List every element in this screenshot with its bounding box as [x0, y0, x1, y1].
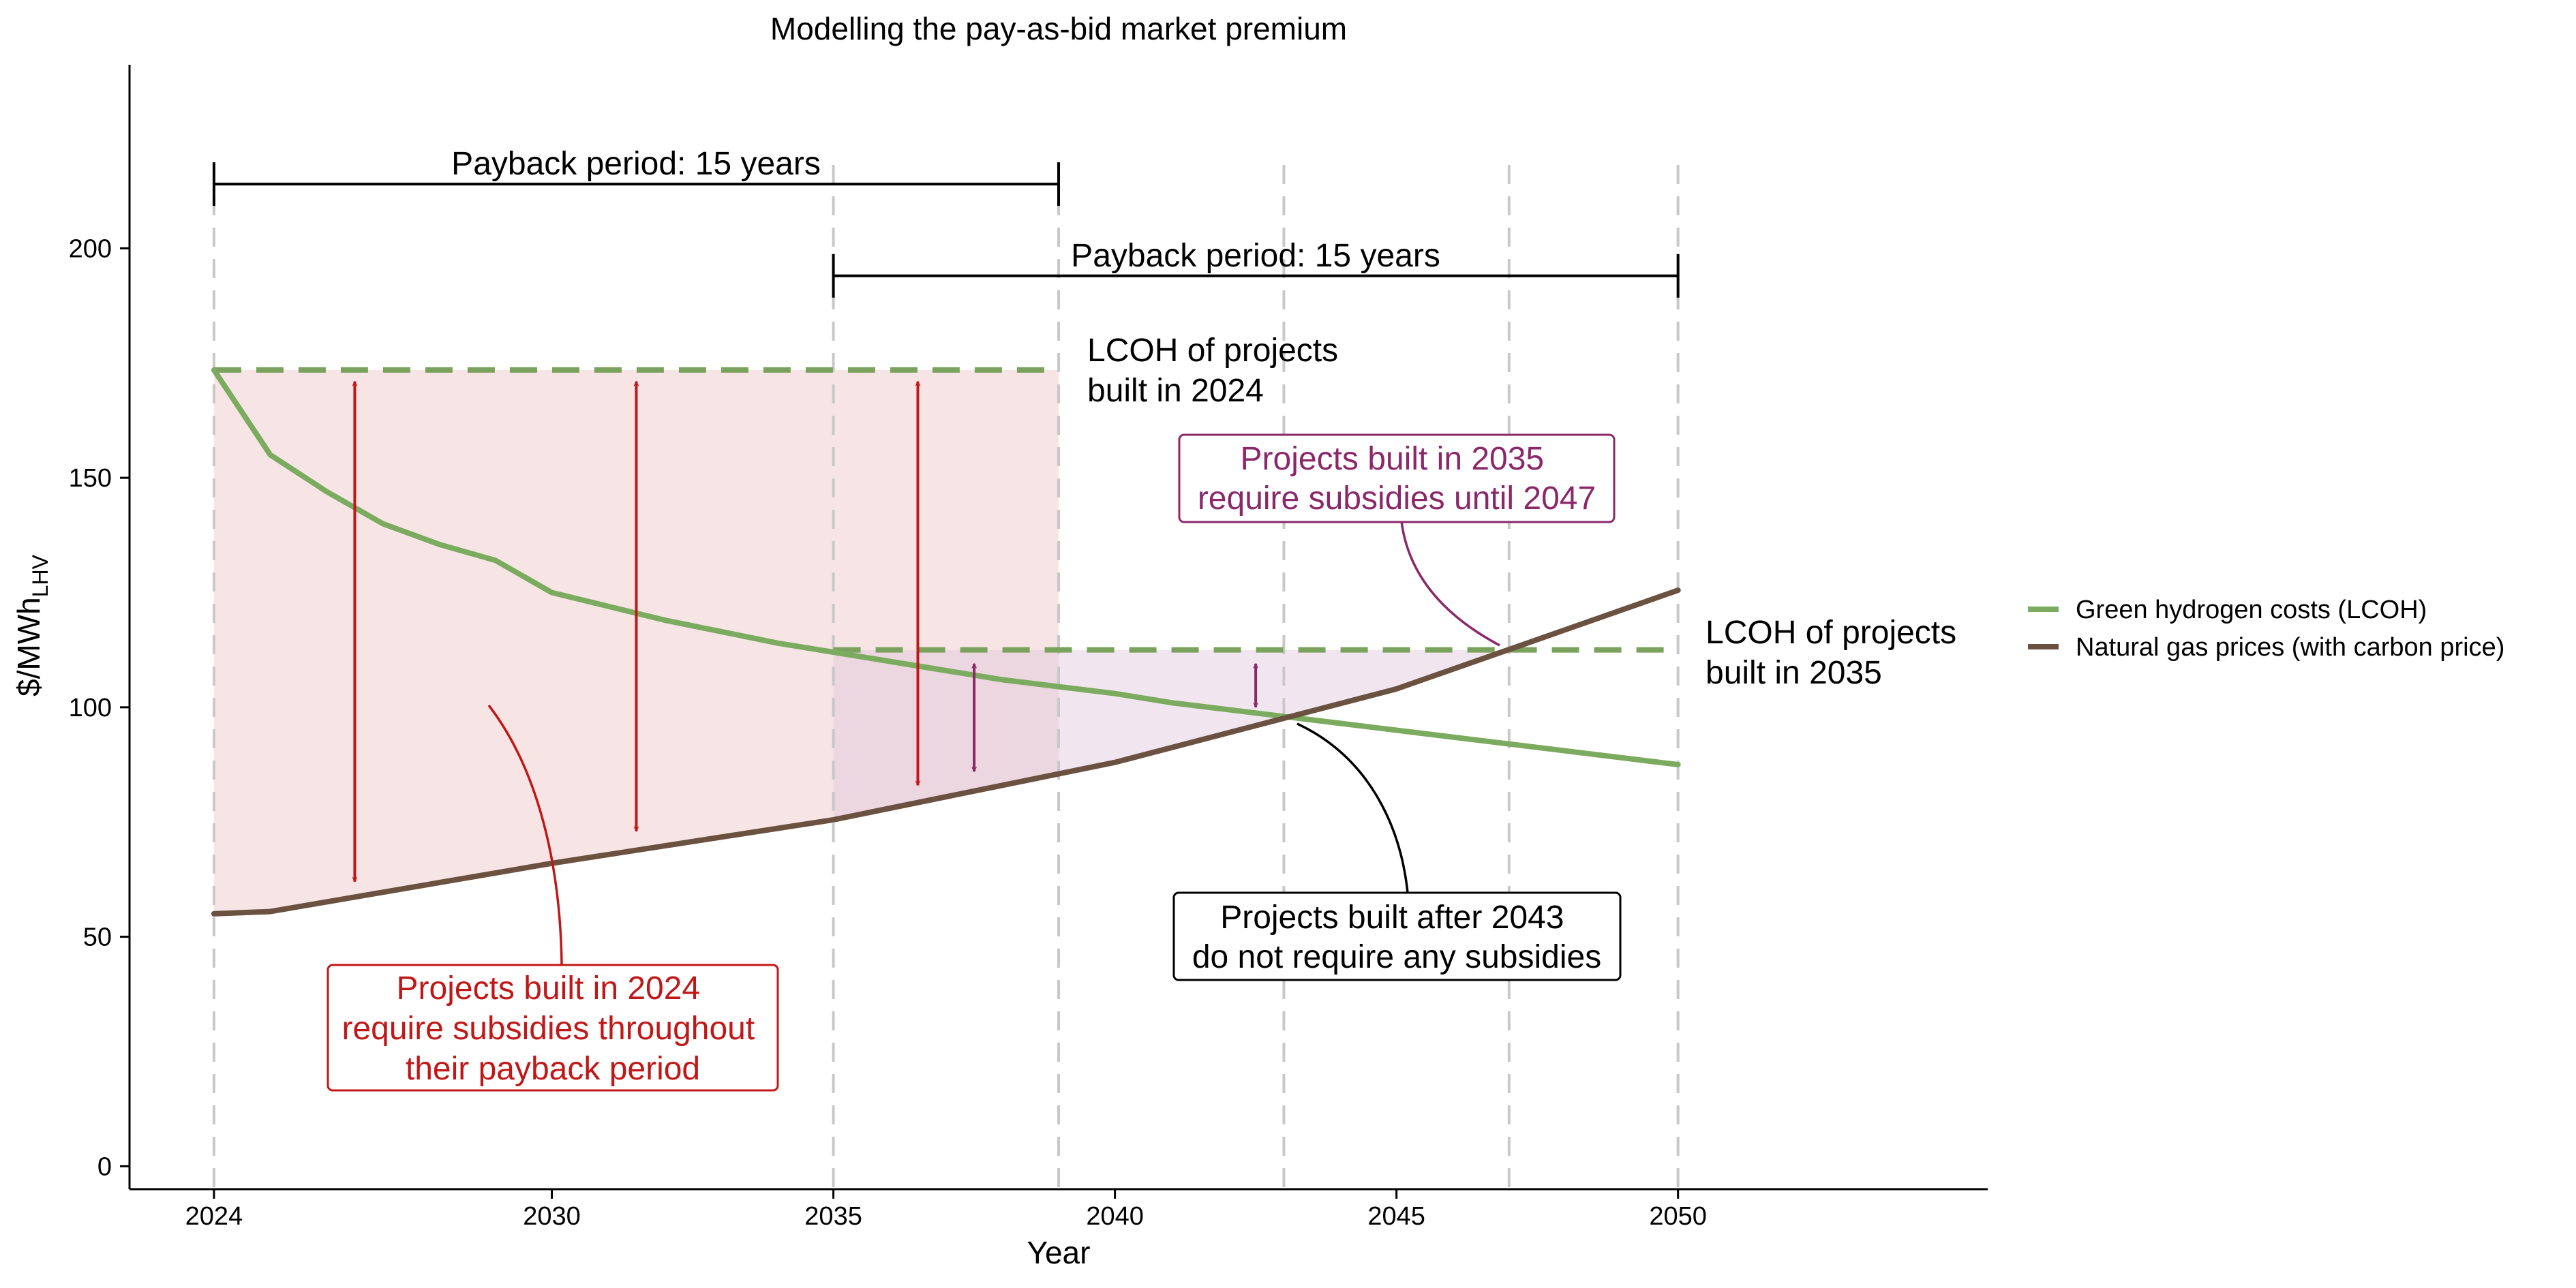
lcoh-reference-lines [213, 367, 1678, 653]
callout-2043-line-2: do not require any subsidies [1192, 939, 1601, 975]
y-axis-title: $/MWhLHV [11, 554, 52, 696]
callout-projects-2024: Projects built in 2024 require subsidies… [327, 964, 779, 1092]
callout-2024-line-2: require subsidies throughout [342, 1011, 755, 1047]
legend-label-green-hydrogen: Green hydrogen costs (LCOH) [2076, 596, 2427, 624]
lcoh-2024-line-2: built in 2024 [1087, 373, 1264, 409]
series-line-green-hydrogen [211, 367, 1681, 767]
callout-2043-line-1: Projects built after 2043 [1220, 900, 1564, 936]
lcoh-2024-line-1: LCOH of projects [1087, 333, 1338, 369]
callout-connector-2035 [1400, 521, 1500, 647]
lcoh-2035-line-1: LCOH of projects [1706, 615, 1956, 651]
x-tick-label-2045: 2045 [1367, 1202, 1425, 1231]
callout-2024-line-3: their payback period [406, 1051, 700, 1087]
chart-title: Modelling the pay-as-bid market premium [770, 11, 1347, 46]
x-tick-label-2035: 2035 [804, 1202, 862, 1231]
legend: Green hydrogen costs (LCOH) Natural gas … [2028, 596, 2504, 662]
x-tick-label-2040: 2040 [1086, 1202, 1144, 1231]
payback-label-2035: Payback period: 15 years [1071, 238, 1440, 274]
callout-connector-2024 [487, 704, 563, 965]
x-axis-title: Year [1027, 1235, 1091, 1270]
y-tick-label-200: 200 [69, 234, 112, 263]
callout-box-2035 [1178, 433, 1616, 523]
subsidy-arrows [354, 382, 1256, 882]
y-tick-label-100: 100 [69, 694, 112, 722]
y-axis-title-subscript: LHV [28, 554, 52, 597]
callout-2024-line-1: Projects built in 2024 [397, 970, 701, 1007]
y-tick-label-150: 150 [69, 464, 112, 493]
callout-text-2043: Projects built after 2043 do not require… [1192, 900, 1601, 975]
series-lines [211, 367, 1681, 917]
y-tick-label-50: 50 [83, 923, 112, 952]
callout-projects-2035: Projects built in 2035 require subsidies… [1178, 433, 1616, 523]
x-tick-label-2050: 2050 [1649, 1202, 1707, 1231]
callout-2035-line-2: require subsidies until 2047 [1198, 480, 1596, 517]
x-tick-label-2030: 2030 [523, 1202, 581, 1231]
vertical-guide-lines [212, 161, 1680, 1187]
callout-2035-line-1: Projects built in 2035 [1241, 441, 1545, 477]
lcoh-2024-label: LCOH of projects built in 2024 [1087, 333, 1347, 409]
callout-projects-2043: Projects built after 2043 do not require… [1172, 891, 1622, 981]
callout-text-2035: Projects built in 2035 require subsidies… [1198, 441, 1596, 517]
lcoh-2035-line-2: built in 2035 [1706, 655, 1882, 691]
x-tick-label-2024: 2024 [185, 1202, 243, 1231]
callout-box-2024 [327, 964, 779, 1092]
series-line-natural-gas [211, 587, 1681, 917]
y-tick-label-0: 0 [97, 1152, 112, 1181]
callout-text-2024: Projects built in 2024 require subsidies… [342, 970, 763, 1087]
callout-connector-2043 [1297, 722, 1409, 893]
shaded-area-subsidy-2035 [833, 649, 1509, 820]
legend-label-natural-gas: Natural gas prices (with carbon price) [2076, 633, 2504, 662]
axis-ticks: 2024 2030 2035 2040 2045 2050 0 50 100 150 200 [69, 234, 1707, 1231]
payback-label-2024: Payback period: 15 years [451, 146, 821, 182]
callout-box-2043 [1172, 891, 1622, 981]
lcoh-2035-label: LCOH of projects built in 2035 [1706, 615, 1965, 691]
payback-brackets [212, 162, 1680, 298]
